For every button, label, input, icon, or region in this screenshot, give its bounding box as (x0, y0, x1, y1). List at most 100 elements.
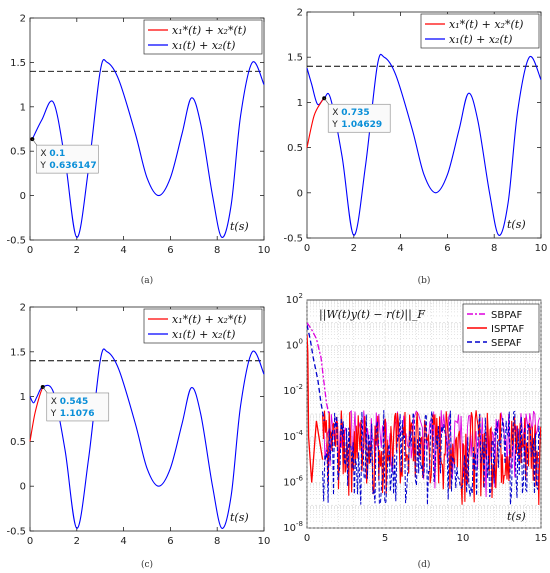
x-tick-label: 6 (167, 536, 173, 547)
y-tick-label: 1.5 (10, 58, 26, 69)
legend-box (420, 13, 540, 49)
x-tick-label: 15 (535, 533, 548, 544)
y-tick-exponent: -2 (296, 383, 303, 391)
y-tick-label: 10-6 (283, 474, 303, 488)
y-tick-label: -0.5 (6, 527, 26, 538)
panel-caption: (b) (418, 275, 431, 286)
y-tick-label: -0.5 (283, 234, 303, 245)
panel-caption: (c) (141, 559, 153, 570)
y-tick-label: 1 (297, 98, 303, 109)
y-tick-label: 0.5 (287, 143, 303, 154)
panel-caption: (a) (141, 275, 153, 286)
y-tick-exponent: 0 (299, 338, 303, 346)
series-line-isptaf-noise (322, 410, 541, 506)
y-tick-base: 10 (286, 341, 299, 352)
y-tick-label: 0 (20, 482, 26, 493)
y-tick-label: -0.5 (6, 236, 26, 247)
x-tick-label: 8 (491, 243, 497, 254)
y-tick-label: 0 (20, 191, 26, 202)
x-tick-label: 6 (167, 245, 173, 256)
y-tick-label: 0.5 (10, 147, 26, 158)
series-line-actual-sum (306, 53, 542, 236)
series-line-actual-sum (31, 59, 265, 238)
y-tick-label: 10-2 (283, 383, 303, 397)
chart-title: ||W(t)y(t) − r(t)||_F (319, 308, 425, 322)
x-tick-label: 0 (304, 533, 310, 544)
legend-label: SEPAF (491, 338, 522, 349)
legend-box (143, 19, 263, 55)
datatip-y-label: Y (50, 409, 57, 419)
x-tick-label: 10 (457, 533, 470, 544)
x-tick-label: 10 (258, 536, 271, 547)
x-tick-label: 4 (120, 245, 126, 256)
datatip-box (46, 392, 110, 422)
x-tick-label: 5 (382, 533, 388, 544)
legend-box (143, 308, 263, 344)
datatip-box (327, 103, 391, 133)
datatip-x-label: X (51, 397, 57, 407)
legend-label: x₁(t) + x₂(t) (449, 33, 512, 46)
y-tick-exponent: -6 (296, 474, 304, 482)
x-axis-label: t(s) (507, 510, 526, 523)
datatip-y-value: 1.04629 (341, 120, 382, 130)
series-line-sepaf (307, 324, 325, 422)
plot-area (29, 17, 265, 241)
datatip-x-value: 0.735 (341, 108, 369, 118)
series-line-actual-sum (29, 348, 265, 529)
datatip-x-label: X (40, 149, 46, 159)
x-tick-label: 10 (535, 243, 548, 254)
y-tick-label: 2 (297, 8, 303, 19)
datatip-x-label: X (332, 108, 338, 118)
datatip-x-value: 0.1 (49, 149, 65, 159)
y-tick-label: 1.5 (10, 347, 26, 358)
legend-label: x₁(t) + x₂(t) (172, 328, 235, 341)
y-tick-label: 0.5 (10, 437, 26, 448)
legend-label: ISPTAF (491, 324, 525, 335)
data-layer (307, 322, 541, 506)
y-tick-exponent: -8 (296, 520, 303, 528)
x-tick-label: 0 (27, 245, 33, 256)
x-axis-label: t(s) (230, 511, 249, 524)
y-tick-exponent: -4 (296, 429, 304, 437)
x-tick-label: 0 (304, 243, 310, 254)
series-line-sbpaf (307, 322, 330, 415)
x-tick-label: 4 (397, 243, 403, 254)
y-tick-label: 1 (20, 392, 26, 403)
datatip-y-label: Y (331, 120, 338, 130)
x-tick-label: 8 (214, 536, 220, 547)
x-tick-label: 2 (74, 245, 80, 256)
legend-label: x₁(t) + x₂(t) (172, 39, 235, 52)
panel-caption: (d) (418, 559, 431, 570)
datatip-y-value: 0.636147 (49, 161, 96, 171)
datatip-y-label: Y (39, 161, 46, 171)
y-tick-label: 102 (286, 292, 303, 306)
legend-label: x₁*(t) + x₂*(t) (172, 313, 246, 326)
series-line-reference-sum (29, 386, 44, 442)
y-tick-base: 10 (283, 386, 296, 397)
x-tick-label: 2 (351, 243, 357, 254)
y-tick-base: 10 (286, 295, 299, 306)
datatip-box (36, 144, 99, 174)
legend-label: x₁*(t) + x₂*(t) (449, 18, 523, 31)
y-tick-label: 0 (297, 188, 303, 199)
y-tick-label: 10-4 (283, 429, 303, 443)
datatip-x-value: 0.545 (60, 397, 88, 407)
x-tick-label: 0 (27, 536, 33, 547)
x-axis-label: t(s) (507, 218, 526, 231)
x-tick-label: 6 (444, 243, 450, 254)
y-tick-base: 10 (283, 477, 296, 488)
y-tick-label: 1 (20, 102, 26, 113)
y-tick-label: 2 (20, 14, 26, 25)
x-tick-label: 4 (120, 536, 126, 547)
legend-label: SBPAF (491, 310, 522, 321)
y-tick-base: 10 (283, 432, 296, 443)
series-line-sepaf-noise (322, 410, 541, 506)
x-axis-label: t(s) (230, 220, 249, 233)
y-tick-label: 1.5 (287, 53, 303, 64)
x-tick-label: 2 (74, 536, 80, 547)
